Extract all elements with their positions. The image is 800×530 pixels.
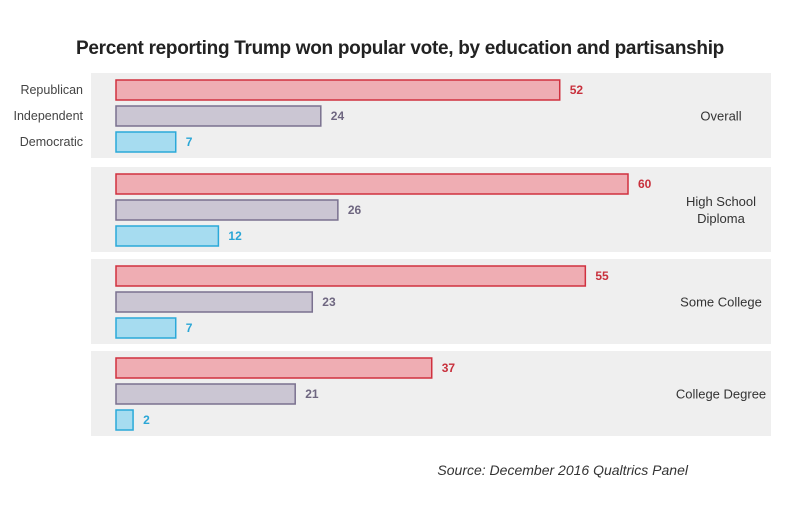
data-label: 26	[348, 203, 362, 217]
bar-republican	[115, 173, 629, 195]
data-label: 24	[331, 109, 345, 123]
data-label: 21	[305, 387, 319, 401]
category-label: Overall	[700, 109, 741, 124]
category-label: Diploma	[697, 211, 745, 226]
data-label: 55	[595, 269, 609, 283]
bar-independent	[115, 383, 296, 405]
category-label: College Degree	[676, 387, 766, 402]
bar-democratic	[115, 317, 177, 339]
data-label: 37	[442, 361, 456, 375]
data-label: 12	[228, 229, 242, 243]
bar-republican	[115, 357, 433, 379]
bar-democratic	[115, 409, 134, 431]
data-label: 23	[322, 295, 336, 309]
legend-independent: Independent	[13, 109, 83, 123]
source-note: Source: December 2016 Qualtrics Panel	[437, 462, 688, 478]
category-label: High School	[686, 194, 756, 209]
bar-independent	[115, 291, 314, 313]
bar-independent	[115, 199, 339, 221]
data-label: 60	[638, 177, 652, 191]
bar-republican	[115, 265, 587, 287]
bar-democratic	[115, 131, 177, 153]
legend-republican: Republican	[20, 83, 83, 97]
legend-democratic: Democratic	[20, 135, 83, 149]
bar-republican	[115, 79, 561, 101]
category-label: Some College	[680, 295, 762, 310]
data-label: 2	[143, 413, 150, 427]
data-label: 7	[186, 135, 193, 149]
data-label: 52	[570, 83, 584, 97]
bar-democratic	[115, 225, 220, 247]
chart-title: Percent reporting Trump won popular vote…	[75, 38, 724, 59]
data-label: 7	[186, 321, 193, 335]
bar-independent	[115, 105, 322, 127]
